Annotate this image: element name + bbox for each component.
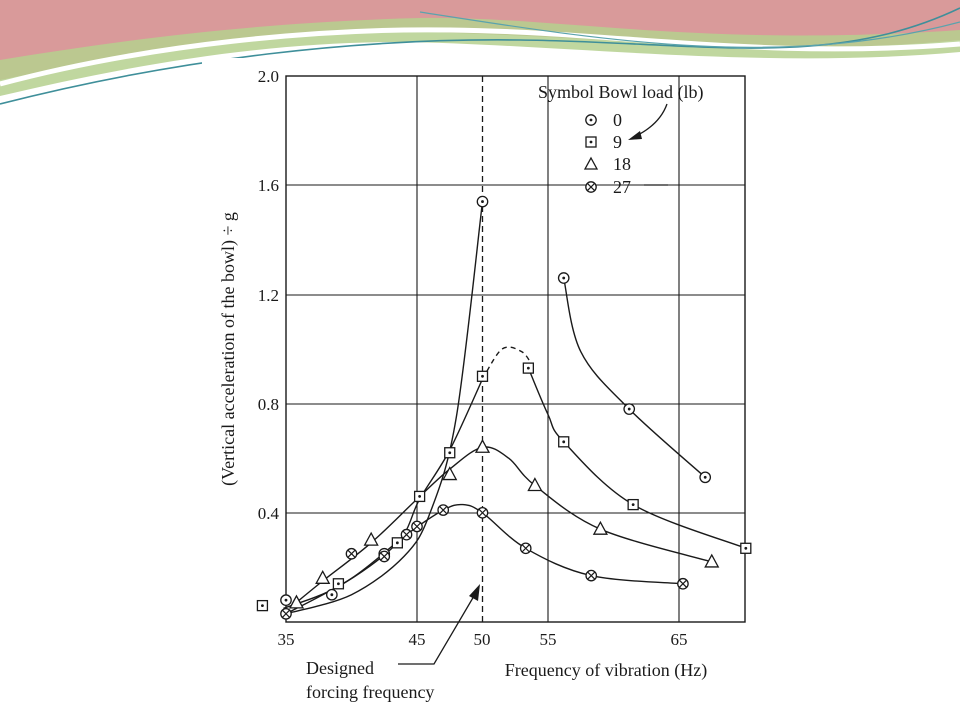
y-tick-label: 0.4 xyxy=(258,504,280,523)
series-9-point-center xyxy=(631,503,635,507)
series-9-point-center xyxy=(526,366,530,370)
series-0-curve-fall xyxy=(563,277,706,478)
series-0-point-center xyxy=(284,598,288,602)
x-axis-title: Frequency of vibration (Hz) xyxy=(505,660,707,681)
legend-entry-18: 18 xyxy=(583,154,631,174)
series-18-point xyxy=(592,520,608,535)
annotation-line-1: Designed xyxy=(306,658,374,678)
series-27-point-cross xyxy=(587,571,596,580)
series-18-point xyxy=(288,594,305,609)
y-tick-labels: 0.4 0.8 1.2 1.6 2.0 xyxy=(258,67,280,523)
series-9-curve-peak-dashed xyxy=(481,346,533,380)
x-tick-label: 45 xyxy=(409,630,426,649)
legend-label-18: 18 xyxy=(613,154,631,174)
x-tick-label: 35 xyxy=(278,630,295,649)
series-9-point-center xyxy=(448,451,452,455)
series-27-point-cross xyxy=(402,530,411,539)
y-tick-label: 0.8 xyxy=(258,395,279,414)
designed-frequency-annotation: Designed forcing frequency xyxy=(306,584,480,702)
series-0-point-center xyxy=(481,200,484,203)
y-axis-title: (Vertical acceleration of the bowl) ÷ g xyxy=(218,212,239,486)
series-27-point-cross xyxy=(412,522,422,531)
x-tick-label: 55 xyxy=(540,630,557,649)
grid xyxy=(286,76,745,622)
legend-title: Symbol Bowl load (lb) xyxy=(538,82,704,103)
series-markers xyxy=(256,195,752,620)
series-0-curve-rise xyxy=(285,201,484,615)
series-0-point-center xyxy=(627,407,631,411)
legend-entry-0: 0 xyxy=(585,110,622,130)
series-27-point-cross xyxy=(380,552,389,561)
y-tick-label: 1.6 xyxy=(258,176,279,195)
series-27-point-cross xyxy=(281,609,291,618)
series-18-curve xyxy=(292,446,712,607)
series-curves xyxy=(283,201,747,615)
series-18-point xyxy=(315,569,331,584)
annotation-arrowhead xyxy=(469,584,480,601)
legend-marker-cross xyxy=(586,182,596,192)
y-tick-label: 2.0 xyxy=(258,67,279,86)
legend-entry-9: 9 xyxy=(585,132,622,152)
series-18-point xyxy=(474,438,491,453)
x-tick-label: 50 xyxy=(474,630,491,649)
top-banner xyxy=(0,0,960,105)
legend-label-27: 27 xyxy=(613,177,631,197)
legend-label-0: 0 xyxy=(613,110,622,130)
series-27-point-cross xyxy=(478,508,487,517)
x-tick-labels: 35 45 50 55 65 xyxy=(278,630,688,649)
series-18-point xyxy=(442,466,458,481)
series-9-point-center xyxy=(395,541,399,545)
series-27-point-cross xyxy=(521,544,530,553)
series-9-curve-fall xyxy=(527,367,747,549)
series-27-curve xyxy=(285,503,683,615)
series-9-point-center xyxy=(418,495,422,498)
legend-triangle-marker xyxy=(583,156,599,170)
banner-white-swoosh xyxy=(0,27,960,87)
series-18-point xyxy=(363,531,379,546)
series-27-point-cross xyxy=(678,579,688,588)
series-27-point-cross xyxy=(439,505,448,515)
legend-marker-center xyxy=(589,140,593,144)
series-9-point-center xyxy=(744,546,748,550)
series-9-point-center xyxy=(261,604,264,608)
series-9-point-center xyxy=(481,374,484,378)
legend-arrowhead xyxy=(628,131,642,140)
series-0-point-center xyxy=(703,475,707,479)
y-tick-label: 1.2 xyxy=(258,286,279,305)
legend-label-9: 9 xyxy=(613,132,622,152)
series-0-point-center xyxy=(330,593,334,597)
banner-pink-band xyxy=(0,0,960,80)
legend: Symbol Bowl load (lb) 0 9 18 27 xyxy=(538,82,704,197)
series-18-point xyxy=(527,477,543,492)
banner-teal-line-2 xyxy=(419,11,960,48)
legend-entry-27: 27 xyxy=(585,177,631,197)
plot-frame xyxy=(285,75,746,623)
annotation-line-2: forcing frequency xyxy=(306,682,434,702)
series-9-point-center xyxy=(562,440,566,444)
annotation-arrow-shaft xyxy=(398,595,475,665)
x-tick-label: 65 xyxy=(671,630,688,649)
series-0-point-center xyxy=(562,276,566,280)
series-9-point-center xyxy=(337,582,340,586)
series-27-point-cross xyxy=(347,549,356,558)
series-18-point xyxy=(704,553,720,568)
banner-green-band xyxy=(0,17,960,97)
legend-marker-center xyxy=(589,118,593,122)
